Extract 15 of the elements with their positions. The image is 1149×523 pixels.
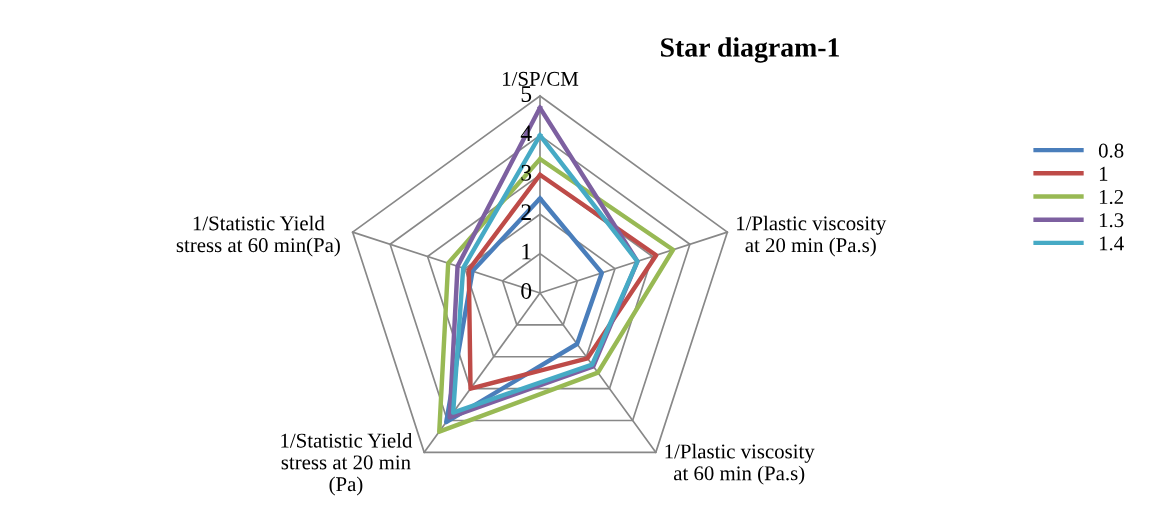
spoke-label: 1/Plastic viscosity at 20 min (Pa.s) bbox=[737, 215, 887, 257]
spoke-label: 1/Plastic viscosity at 60 min (Pa.s) bbox=[665, 443, 815, 485]
y-tick-label: 1 bbox=[522, 243, 531, 260]
legend-label: 0.8 bbox=[1098, 143, 1124, 158]
legend-label: 1.3 bbox=[1099, 213, 1124, 228]
chart-title: Star diagram-1 bbox=[661, 37, 839, 63]
y-tick-label: 3 bbox=[521, 164, 532, 181]
legend-label: 1 bbox=[1099, 166, 1108, 181]
y-tick-label: 0 bbox=[521, 282, 532, 299]
y-tick-label: 5 bbox=[521, 86, 532, 102]
legend-label: 1.4 bbox=[1099, 236, 1124, 251]
spoke-label: 1/Statistic Yield stress at 20 min (Pa) bbox=[281, 432, 413, 496]
spoke-label: 1/SP/CM bbox=[503, 71, 579, 86]
spoke-label: 1/Statistic Yield stress at 60 min(Pa) bbox=[176, 215, 340, 257]
legend-label: 1.2 bbox=[1099, 190, 1124, 205]
